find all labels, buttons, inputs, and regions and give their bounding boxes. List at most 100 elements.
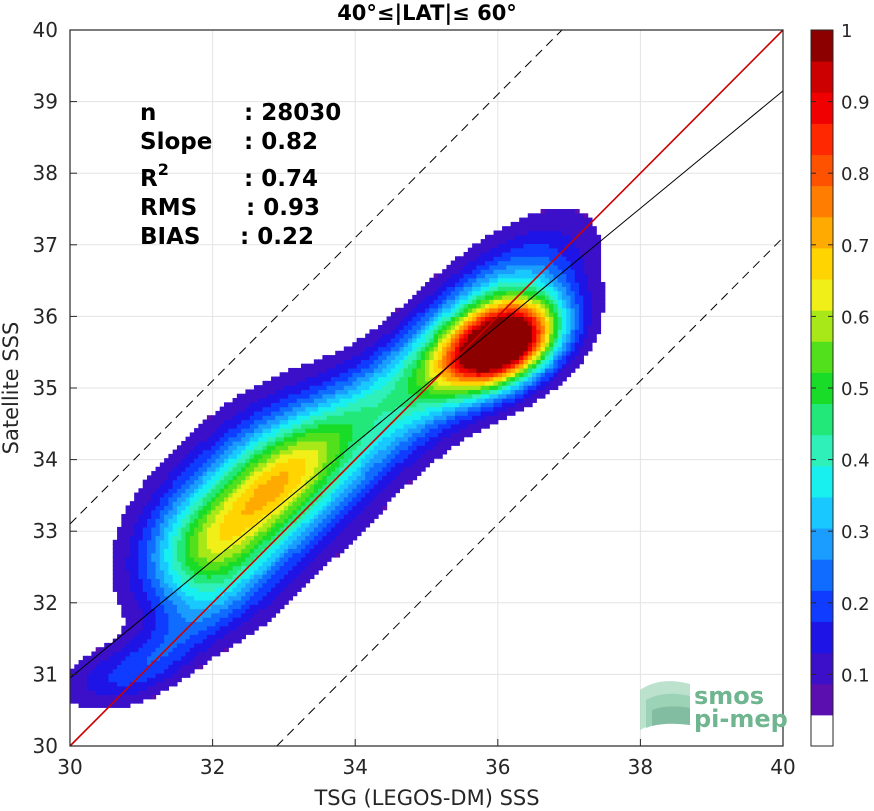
- density-cell: [429, 436, 435, 442]
- density-cell: [523, 363, 529, 369]
- density-cell: [99, 703, 105, 708]
- density-cell: [232, 552, 238, 558]
- density-cell: [446, 324, 452, 330]
- density-cell: [318, 398, 323, 403]
- density-cell: [194, 591, 199, 597]
- density-cell: [459, 294, 465, 300]
- density-cell: [420, 286, 426, 292]
- density-cell: [536, 294, 542, 300]
- density-cell: [194, 561, 199, 567]
- density-cell: [382, 333, 388, 339]
- density-cell: [412, 367, 418, 373]
- density-cell: [365, 453, 371, 459]
- density-cell: [288, 415, 294, 421]
- density-cell: [172, 565, 178, 571]
- density-cell: [292, 419, 298, 425]
- density-cell: [117, 664, 122, 670]
- density-cell: [121, 634, 127, 640]
- density-cell: [138, 526, 144, 532]
- density-cell: [390, 423, 396, 429]
- density-cell: [476, 376, 482, 382]
- density-cell: [484, 406, 490, 412]
- density-cell: [339, 483, 345, 489]
- density-cell: [155, 612, 161, 618]
- density-cell: [313, 453, 319, 459]
- density-cell: [450, 303, 456, 309]
- density-cell: [275, 440, 281, 446]
- density-cell: [330, 539, 336, 545]
- density-cell: [309, 496, 315, 502]
- density-cell: [283, 423, 289, 429]
- density-cell: [527, 269, 533, 275]
- density-cell: [95, 681, 101, 687]
- density-cell: [168, 488, 174, 494]
- density-cell: [138, 630, 144, 635]
- density-cell: [296, 410, 302, 416]
- density-cell: [112, 561, 118, 567]
- density-cell: [275, 436, 281, 442]
- density-cell: [271, 535, 276, 541]
- density-cell: [262, 526, 268, 532]
- density-cell: [343, 440, 349, 446]
- density-cell: [510, 406, 516, 412]
- density-cell: [219, 453, 225, 459]
- density-cell: [322, 453, 328, 459]
- density-cell: [151, 501, 157, 507]
- density-cell: [266, 436, 272, 442]
- density-cell: [356, 496, 362, 502]
- density-cell: [283, 385, 289, 391]
- density-cell: [322, 479, 328, 485]
- density-cell: [480, 299, 486, 305]
- density-cell: [262, 599, 268, 605]
- density-cell: [87, 655, 92, 661]
- density-cell: [228, 556, 234, 562]
- density-cell: [378, 333, 383, 339]
- density-cell: [176, 625, 182, 631]
- density-cell: [523, 316, 529, 322]
- density-cell: [262, 479, 268, 485]
- density-cell: [506, 307, 512, 313]
- density-cell: [322, 355, 328, 360]
- density-cell: [236, 509, 242, 515]
- density-cell: [527, 234, 533, 240]
- density-cell: [348, 539, 353, 545]
- density-cell: [489, 247, 495, 253]
- density-cell: [343, 428, 349, 433]
- density-cell: [463, 256, 469, 262]
- density-cell: [463, 406, 469, 412]
- density-cell: [489, 243, 495, 249]
- density-cell: [241, 539, 246, 545]
- density-cell: [493, 303, 499, 309]
- density-cell: [219, 483, 225, 489]
- density-cell: [283, 569, 289, 575]
- density-cell: [455, 419, 460, 425]
- density-cell: [189, 436, 195, 442]
- density-cell: [271, 479, 276, 485]
- density-cell: [168, 501, 174, 507]
- density-cell: [322, 522, 328, 528]
- density-cell: [493, 260, 499, 266]
- density-cell: [480, 367, 486, 373]
- density-cell: [339, 466, 345, 472]
- density-cell: [176, 582, 182, 588]
- density-cell: [480, 389, 486, 395]
- density-cell: [322, 518, 328, 524]
- density-cell: [112, 647, 118, 653]
- density-cell: [262, 496, 268, 502]
- density-cell: [142, 548, 148, 554]
- density-cell: [198, 638, 204, 644]
- density-cell: [369, 514, 375, 519]
- density-cell: [502, 294, 507, 300]
- density-cell: [275, 492, 281, 498]
- density-cell: [288, 556, 294, 562]
- density-cell: [519, 380, 525, 386]
- density-cell: [155, 565, 161, 571]
- density-cell: [138, 565, 144, 571]
- density-cell: [121, 582, 127, 588]
- density-cell: [236, 621, 242, 627]
- density-cell: [472, 320, 478, 326]
- density-cell: [95, 677, 101, 683]
- density-cell: [172, 496, 178, 502]
- density-cell: [442, 312, 448, 317]
- density-cell: [288, 419, 294, 425]
